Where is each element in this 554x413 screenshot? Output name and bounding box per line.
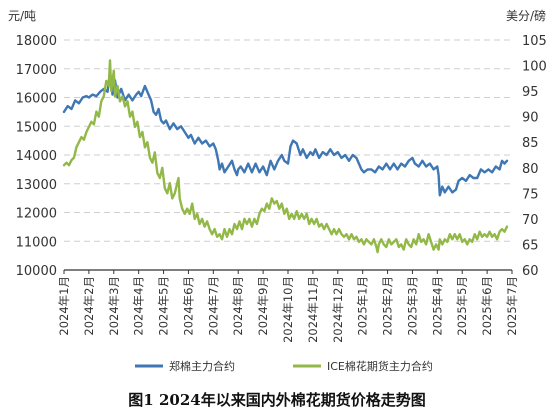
left-axis-tick-label: 11000 xyxy=(16,235,57,250)
left-axis-tick-label: 13000 xyxy=(16,178,57,193)
x-axis: 2024年1月 2024年2月 2024年3月 2024年4月 2024年5月 2024年… xyxy=(57,269,519,343)
x-axis-tick-label: 2024年5月 xyxy=(157,276,171,336)
x-axis-tick-label: 2024年12月 xyxy=(331,276,345,343)
left-axis-tick-label: 16000 xyxy=(16,92,57,107)
x-axis-tick-label: 2025年2月 xyxy=(381,276,395,336)
right-axis-tick-label: 60 xyxy=(522,264,539,279)
right-axis-tick-label: 75 xyxy=(522,187,539,202)
right-axis-tick-label: 80 xyxy=(522,162,539,177)
left-axis-tick-label: 15000 xyxy=(16,120,57,135)
right-axis-tick-label: 90 xyxy=(522,111,539,126)
right-axis-ticks: 105 100 95 90 85 80 75 70 65 60 xyxy=(522,34,547,279)
series-lines xyxy=(62,59,509,254)
right-axis-tick-label: 70 xyxy=(522,213,539,228)
series-line-1 xyxy=(62,70,509,197)
x-axis-tick-label: 2025年7月 xyxy=(505,276,519,336)
x-axis-tick-label: 2024年3月 xyxy=(107,276,121,336)
x-axis-tick-label: 2024年2月 xyxy=(82,276,96,336)
left-axis-tick-label: 14000 xyxy=(16,149,57,164)
left-axis-tick-label: 10000 xyxy=(16,264,57,279)
right-axis-tick-label: 65 xyxy=(522,238,539,253)
x-axis-tick-label: 2024年7月 xyxy=(206,276,220,336)
right-axis-tick-label: 85 xyxy=(522,136,539,151)
x-axis-tick-label: 2024年6月 xyxy=(181,276,195,336)
right-axis-tick-label: 95 xyxy=(522,85,539,100)
left-axis-unit-label: 元/吨 xyxy=(8,9,36,23)
x-axis-tick-label: 2025年5月 xyxy=(455,276,469,336)
x-axis-tick-label: 2025年4月 xyxy=(430,276,444,336)
x-axis-tick-label: 2024年11月 xyxy=(306,276,320,343)
left-axis-tick-label: 12000 xyxy=(16,207,57,222)
right-axis-tick-label: 105 xyxy=(522,34,547,49)
x-axis-tick-label: 2024年1月 xyxy=(57,276,71,336)
left-axis-ticks: 18000 17000 16000 15000 14000 13000 12000 11000… xyxy=(16,34,57,279)
legend-label: ICE棉花期货主力合约 xyxy=(327,359,433,373)
x-axis-tick-label: 2024年10月 xyxy=(281,276,295,343)
left-axis-tick-label: 17000 xyxy=(16,63,57,78)
x-axis-tick-label: 2025年3月 xyxy=(405,276,419,336)
legend-label: 郑棉主力合约 xyxy=(169,359,235,373)
chart-caption: 图1 2024年以来国内外棉花期货价格走势图 xyxy=(128,391,425,409)
right-axis-unit-label: 美分/磅 xyxy=(506,8,546,23)
x-axis-tick-label: 2025年6月 xyxy=(480,276,494,336)
left-axis-tick-label: 18000 xyxy=(16,34,57,49)
series-line-2 xyxy=(62,59,509,254)
x-axis-tick-label: 2024年9月 xyxy=(256,276,270,336)
x-axis-tick-label: 2024年4月 xyxy=(132,276,146,336)
right-axis-tick-label: 100 xyxy=(522,60,547,75)
x-axis-tick-label: 2025年1月 xyxy=(356,276,370,336)
legend: 郑棉主力合约 ICE棉花期货主力合约 xyxy=(135,359,433,373)
x-axis-tick-label: 2024年8月 xyxy=(231,276,245,336)
